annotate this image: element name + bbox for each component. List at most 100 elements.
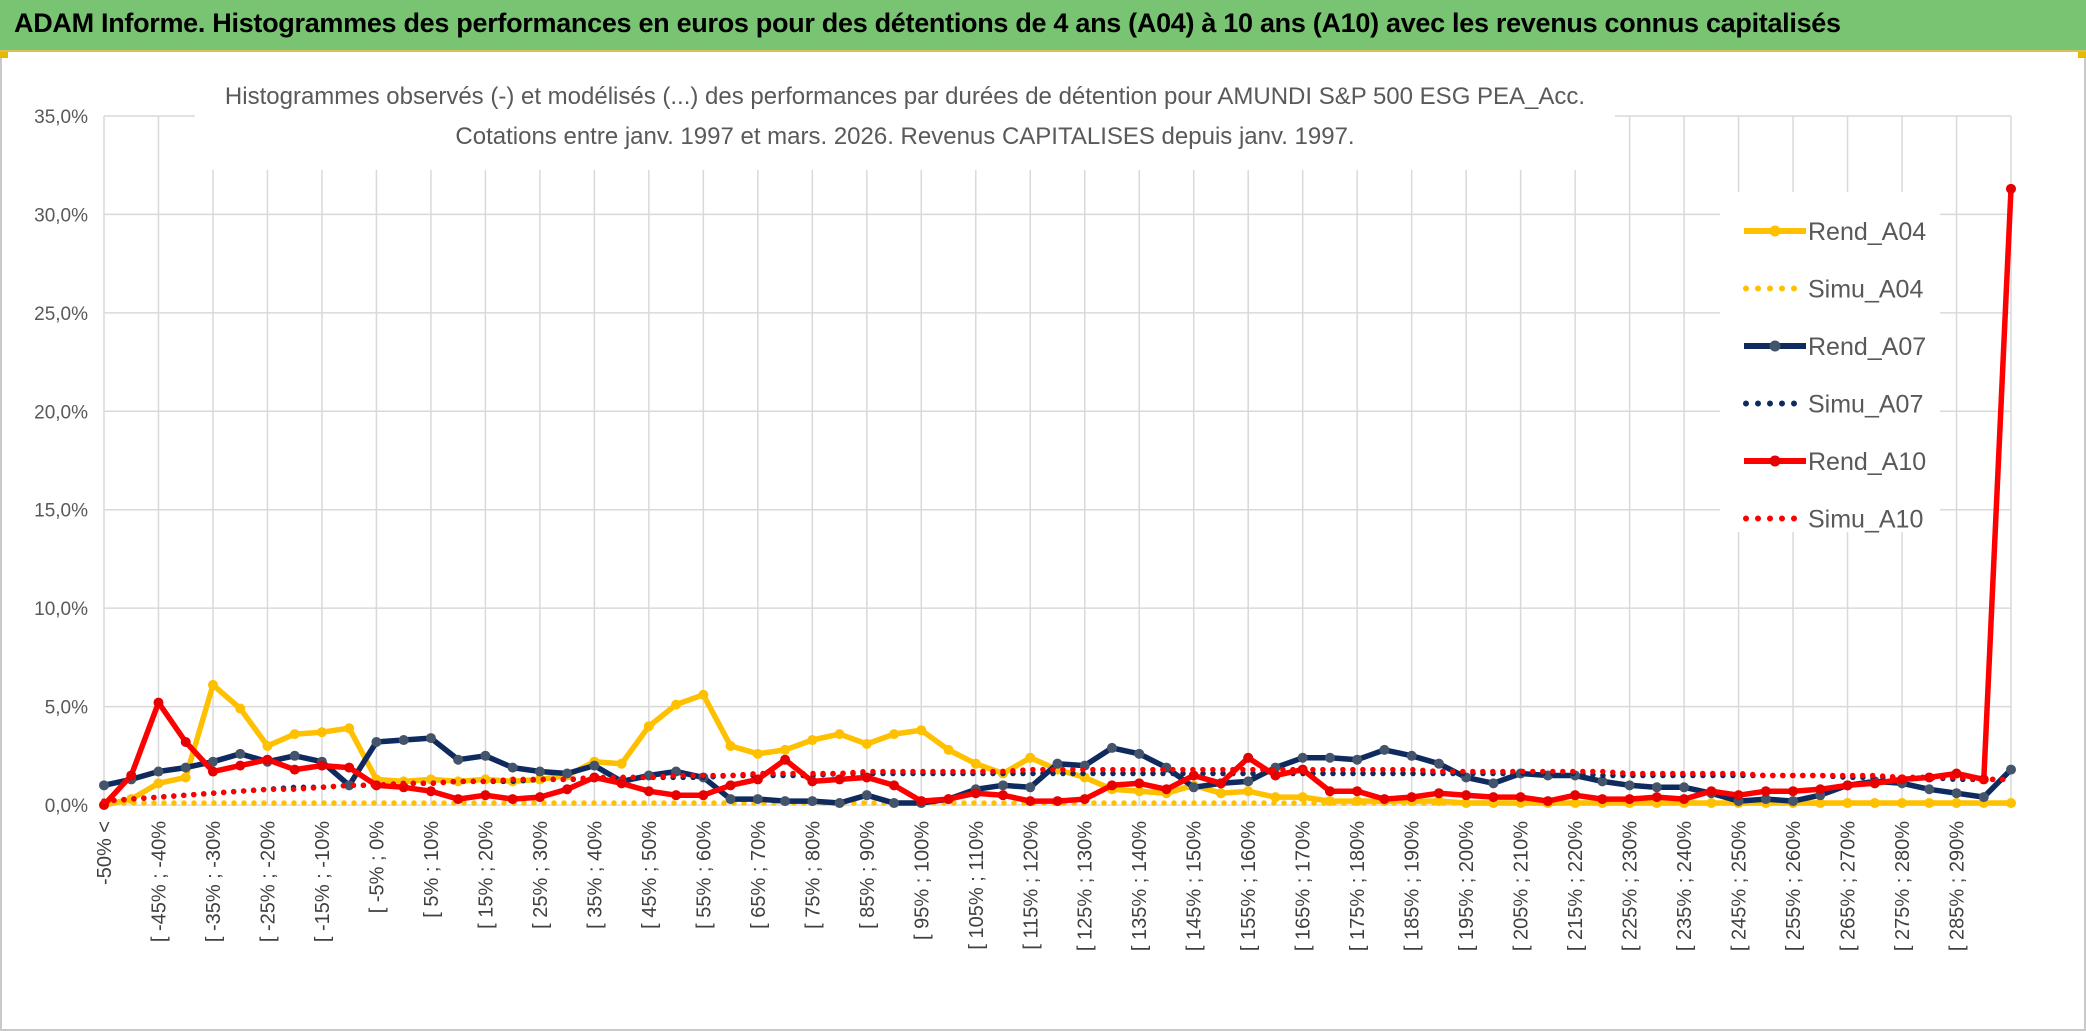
data-point <box>725 780 736 791</box>
series-rend_a04 <box>99 679 2016 810</box>
series-line <box>101 766 2014 804</box>
legend-label: Simu_A10 <box>1808 506 1923 534</box>
y-tick-label: 0,0% <box>45 796 88 817</box>
data-point <box>1951 788 1962 799</box>
y-tick-label: 20,0% <box>34 402 88 423</box>
data-point <box>780 754 791 765</box>
data-point <box>861 772 872 783</box>
data-point <box>1679 794 1690 805</box>
data-point <box>1406 750 1417 761</box>
data-point <box>235 760 246 771</box>
data-point <box>1760 794 1771 805</box>
data-point <box>1433 758 1444 769</box>
data-point <box>780 796 791 807</box>
data-point <box>671 790 682 801</box>
data-point <box>1324 752 1335 763</box>
legend-item-simu_a07: Simu_A07 <box>1743 391 1923 419</box>
data-point <box>861 790 872 801</box>
data-point <box>1270 770 1281 781</box>
data-point <box>834 774 845 785</box>
data-point <box>1243 786 1254 797</box>
data-point <box>453 754 464 765</box>
x-tick-label: [ 95% ; 100% <box>911 821 933 940</box>
data-point <box>371 737 382 748</box>
y-axis-ticks: 0,0% 5,0% 10,0% 15,0% 20,0% 25,0% 30,0% 35,0% <box>34 107 88 817</box>
x-tick-label: [ 145% ; 150% <box>1184 821 1206 951</box>
y-tick-label: 35,0% <box>34 107 88 128</box>
data-point <box>1461 790 1472 801</box>
data-point <box>344 762 355 773</box>
data-point <box>453 776 464 787</box>
data-point <box>480 750 491 761</box>
data-point <box>1924 784 1935 795</box>
chart-title: Histogrammes observés (-) et modélisés (… <box>225 83 1585 110</box>
data-point <box>289 764 300 775</box>
data-point <box>316 760 327 771</box>
legend-marker <box>1769 225 1781 237</box>
x-tick-label: [ 65% ; 70% <box>748 821 770 929</box>
chart-subtitle: Cotations entre janv. 1997 et mars. 2026… <box>455 123 1354 150</box>
data-point <box>1597 776 1608 787</box>
x-tick-label: [ 135% ; 140% <box>1129 821 1151 951</box>
data-point <box>1079 794 1090 805</box>
data-point <box>1733 790 1744 801</box>
data-point <box>1788 796 1799 807</box>
y-tick-label: 15,0% <box>34 501 88 522</box>
x-tick-label: [ 105% ; 110% <box>966 821 988 950</box>
x-tick-label: [ 195% ; 200% <box>1456 821 1478 951</box>
data-point <box>1624 780 1635 791</box>
data-point <box>671 699 682 710</box>
data-point <box>1679 782 1690 793</box>
data-point <box>507 794 518 805</box>
data-point <box>99 780 109 791</box>
data-point <box>1924 798 1935 809</box>
data-point <box>1570 790 1581 801</box>
data-point <box>1760 786 1771 797</box>
data-point <box>153 697 164 708</box>
data-point <box>1134 748 1145 759</box>
data-point <box>725 794 736 805</box>
data-point <box>1243 752 1254 763</box>
data-point <box>425 786 436 797</box>
data-point <box>207 766 218 777</box>
data-point <box>289 750 300 761</box>
x-tick-label: [ 265% ; 270% <box>1838 821 1860 951</box>
data-point <box>1433 788 1444 799</box>
data-point <box>1025 752 1036 763</box>
legend-label: Rend_A07 <box>1808 333 1926 361</box>
x-tick-label: [ 35% ; 40% <box>584 821 606 929</box>
data-point <box>916 725 927 736</box>
data-point <box>1842 780 1853 791</box>
data-point <box>616 758 627 769</box>
data-point <box>752 774 763 785</box>
data-point <box>1025 782 1036 793</box>
data-point <box>1188 770 1199 781</box>
data-point <box>1651 792 1662 803</box>
x-tick-label: [ 155% ; 160% <box>1238 821 1260 951</box>
x-tick-label: [ 115% ; 120% <box>1020 821 1042 950</box>
x-tick-label: [ 5% ; 10% <box>421 821 443 918</box>
data-point <box>889 780 900 791</box>
x-tick-label: [ -15% ; -10% <box>312 821 334 942</box>
data-point <box>453 794 464 805</box>
legend-item-rend_a10: Rend_A10 <box>1744 448 1926 476</box>
legend-marker <box>1769 340 1781 352</box>
data-point <box>398 735 409 746</box>
data-point <box>99 800 109 810</box>
data-point <box>262 754 273 765</box>
data-point <box>1134 778 1145 789</box>
x-tick-label: [ 205% ; 210% <box>1511 821 1533 951</box>
data-point <box>1379 744 1390 755</box>
x-tick-label: [ 185% ; 190% <box>1402 821 1424 951</box>
x-tick-label: [ -5% ; 0% <box>366 821 388 913</box>
chart-title-block: Histogrammes observés (-) et modélisés (… <box>195 74 1615 170</box>
title-background <box>195 74 1615 170</box>
data-point <box>562 784 573 795</box>
x-tick-label: [ 275% ; 280% <box>1892 821 1914 951</box>
data-point <box>970 758 981 769</box>
legend-item-rend_a04: Rend_A04 <box>1744 218 1926 246</box>
x-tick-label: [ 55% ; 60% <box>693 821 715 929</box>
data-point <box>943 794 954 805</box>
x-tick-label: [ 285% ; 290% <box>1947 821 1969 951</box>
data-point <box>480 790 491 801</box>
